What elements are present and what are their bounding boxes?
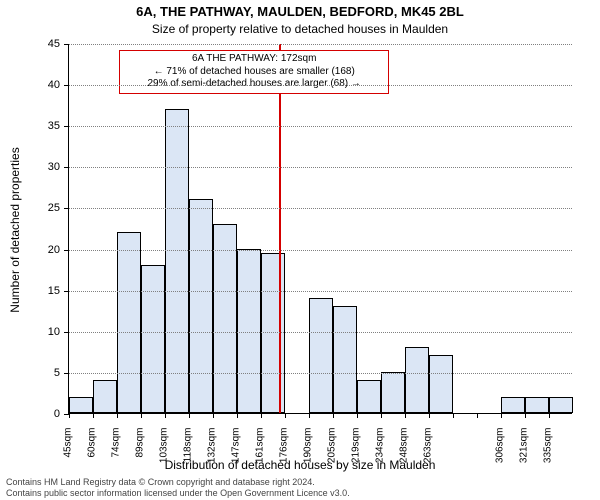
plot-area: 6A THE PATHWAY: 172sqm ← 71% of detached… [68,44,572,414]
gridline [69,373,572,374]
footer-attribution: Contains HM Land Registry data © Crown c… [6,477,594,498]
y-tick-label: 10 [30,326,60,338]
y-tick-label: 35 [30,120,60,132]
y-tick-mark [64,85,69,86]
histogram-bar [117,232,141,413]
histogram-bar [69,397,93,413]
x-tick-mark [93,413,94,418]
chart-title: 6A, THE PATHWAY, MAULDEN, BEDFORD, MK45 … [0,4,600,19]
annotation-box: 6A THE PATHWAY: 172sqm ← 71% of detached… [119,50,389,94]
x-tick-mark [429,413,430,418]
gridline [69,167,572,168]
x-tick-mark [189,413,190,418]
x-tick-mark [501,413,502,418]
chart-subtitle: Size of property relative to detached ho… [0,22,600,36]
gridline [69,208,572,209]
y-tick-mark [64,332,69,333]
x-tick-mark [165,413,166,418]
y-tick-label: 5 [30,367,60,379]
y-axis-label: Number of detached properties [8,147,22,312]
x-tick-mark [69,413,70,418]
y-tick-mark [64,373,69,374]
histogram-bar [549,397,573,413]
gridline [69,44,572,45]
footer-line-1: Contains HM Land Registry data © Crown c… [6,477,594,487]
histogram-bar [333,306,357,413]
y-tick-mark [64,44,69,45]
gridline [69,85,572,86]
histogram-bar [405,347,429,413]
x-tick-mark [285,413,286,418]
histogram-bar [429,355,453,413]
histogram-bar [213,224,237,413]
x-tick-mark [453,413,454,418]
y-tick-mark [64,167,69,168]
gridline [69,250,572,251]
y-tick-mark [64,250,69,251]
x-tick-mark [333,413,334,418]
histogram-bar [309,298,333,413]
y-tick-label: 15 [30,285,60,297]
histogram-bar [501,397,525,413]
x-tick-mark [549,413,550,418]
y-tick-mark [64,208,69,209]
y-tick-label: 0 [30,408,60,420]
annotation-line-2: ← 71% of detached houses are smaller (16… [124,66,384,79]
marker-line [279,44,281,413]
x-tick-mark [141,413,142,418]
gridline [69,126,572,127]
x-tick-mark [357,413,358,418]
histogram-bar [381,372,405,413]
annotation-line-1: 6A THE PATHWAY: 172sqm [124,53,384,66]
histogram-bar [261,253,285,413]
gridline [69,291,572,292]
histogram-bar [357,380,381,413]
y-tick-label: 20 [30,244,60,256]
x-axis-label: Distribution of detached houses by size … [0,458,600,472]
y-tick-mark [64,291,69,292]
y-tick-label: 25 [30,202,60,214]
histogram-bar [165,109,189,413]
x-tick-mark [117,413,118,418]
gridline [69,332,572,333]
x-tick-mark [309,413,310,418]
x-tick-mark [213,413,214,418]
x-tick-mark [525,413,526,418]
x-tick-mark [405,413,406,418]
y-tick-label: 45 [30,38,60,50]
histogram-bar [141,265,165,413]
x-tick-mark [381,413,382,418]
y-tick-label: 40 [30,79,60,91]
histogram-bar [93,380,117,413]
chart-container: 6A, THE PATHWAY, MAULDEN, BEDFORD, MK45 … [0,0,600,500]
x-tick-mark [237,413,238,418]
x-tick-mark [477,413,478,418]
histogram-bar [525,397,549,413]
footer-line-2: Contains public sector information licen… [6,488,594,498]
x-tick-mark [261,413,262,418]
histogram-bar [189,199,213,413]
y-tick-label: 30 [30,161,60,173]
y-tick-mark [64,126,69,127]
bars-layer [69,44,572,413]
